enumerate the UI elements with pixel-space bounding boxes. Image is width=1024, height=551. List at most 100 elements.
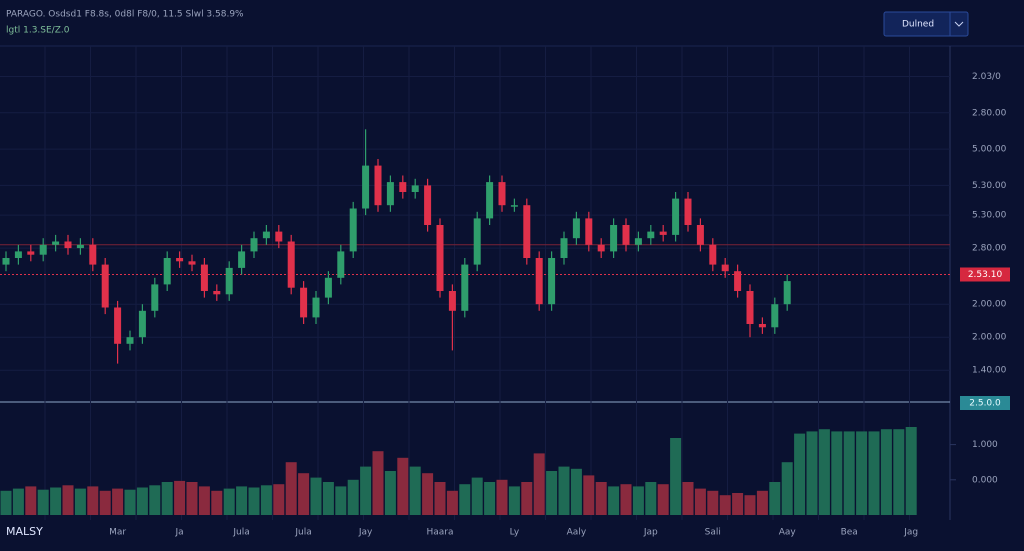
volume-bar — [74, 488, 86, 515]
volume-bar — [384, 471, 396, 515]
volume-bar — [422, 473, 434, 515]
volume-bar — [136, 487, 148, 515]
button-label[interactable]: Dulned — [902, 20, 934, 30]
candle-body — [163, 258, 171, 285]
candle-body — [349, 208, 357, 252]
x-tick-label: Jay — [358, 528, 373, 538]
volume-bar — [570, 468, 582, 515]
volume-bar — [347, 479, 359, 515]
candle-body — [746, 291, 754, 324]
candle-body — [498, 182, 506, 206]
candle-body — [151, 284, 159, 311]
candle-body — [374, 165, 382, 206]
y-tick-label: 5.00.00 — [972, 145, 1007, 155]
candle-body — [312, 297, 320, 318]
candle-body — [461, 264, 469, 311]
volume-bar — [546, 471, 558, 515]
x-tick-label: Aay — [779, 528, 797, 538]
interval-button[interactable]: Dulned — [883, 11, 969, 37]
button-bg[interactable] — [883, 11, 969, 37]
y-tick-label: 2.80.00 — [972, 108, 1007, 118]
volume-bar — [744, 495, 756, 515]
candle-body — [560, 238, 568, 258]
volume-bar — [856, 431, 868, 515]
candle-body — [585, 218, 593, 245]
volume-bar — [794, 433, 806, 515]
candle-body — [275, 231, 283, 242]
candle-body — [386, 182, 394, 206]
volume-bar — [174, 480, 186, 515]
volume-marker-tag — [960, 396, 1010, 410]
candle-body — [238, 251, 246, 268]
candle-body — [362, 165, 370, 209]
volume-bar — [707, 490, 719, 515]
x-tick-label: Jula — [294, 528, 311, 538]
volume-bar — [533, 453, 545, 515]
volume-bar — [161, 482, 173, 515]
volume-bar — [645, 482, 657, 515]
candle-body — [337, 251, 345, 278]
volume-marker-label: 2.5.0.0 — [969, 399, 1001, 409]
candle-body — [424, 185, 432, 225]
volume-bar — [186, 482, 198, 515]
x-tick-label: Haara — [426, 528, 453, 538]
x-tick-label: Jap — [643, 528, 658, 538]
candle-body — [76, 244, 84, 249]
y-tick-label: 2.80.00 — [972, 244, 1007, 254]
volume-bar — [298, 473, 310, 515]
chevron[interactable] — [954, 21, 964, 27]
volume-bar — [471, 477, 483, 515]
volume-bar — [149, 485, 161, 515]
volume-bar — [62, 485, 74, 515]
volume-bar — [12, 488, 24, 515]
candle-body — [783, 281, 791, 305]
volume-bar — [719, 495, 731, 515]
candle-body — [64, 241, 72, 249]
volume-bar — [434, 482, 446, 515]
candle-body — [647, 231, 655, 239]
candle-body — [473, 218, 481, 265]
candle-body — [486, 182, 494, 219]
volume-bar — [310, 477, 322, 515]
volume-bar — [608, 486, 620, 515]
candle-body — [771, 304, 779, 328]
volume-bar — [806, 431, 818, 515]
volume-bar — [124, 489, 136, 515]
volume-bar — [285, 462, 297, 515]
candle-body — [101, 264, 109, 308]
current-price-label: 2.53.10 — [968, 270, 1003, 280]
x-tick-label: Mar — [109, 528, 126, 538]
volume-bar — [223, 488, 235, 515]
volume-bar — [595, 482, 607, 515]
x-tick-label: Ja — [175, 528, 184, 538]
candle-body — [2, 258, 10, 265]
volume-bar — [868, 431, 880, 515]
candle-body — [709, 244, 717, 265]
volume-bar — [521, 482, 533, 515]
volume-bar — [670, 438, 682, 515]
volume-bar — [831, 431, 843, 515]
volume-bar — [322, 482, 334, 515]
y-tick-label: 5.30.00 — [972, 211, 1007, 221]
candle-body — [262, 231, 270, 239]
candle-body — [14, 251, 22, 258]
x-tick-label: Jag — [903, 528, 918, 538]
volume-bar — [236, 486, 248, 515]
candle-body — [213, 291, 221, 295]
volume-bar — [198, 486, 210, 515]
volume-tick-label: 1.000 — [972, 440, 998, 450]
volume-tick-label: 0.000 — [972, 475, 998, 485]
candle-body — [696, 225, 704, 245]
candle-body — [535, 258, 543, 305]
volume-bar — [756, 490, 768, 515]
candle-body — [52, 241, 60, 245]
y-tick-label: 1.40.00 — [972, 366, 1007, 376]
volume-bar — [632, 486, 644, 515]
volume-bar — [112, 488, 124, 515]
candle-body — [27, 251, 35, 255]
volume-bar — [248, 487, 260, 515]
volume-bar — [211, 490, 223, 515]
candle-body — [634, 238, 642, 245]
volume-bar — [694, 488, 706, 515]
